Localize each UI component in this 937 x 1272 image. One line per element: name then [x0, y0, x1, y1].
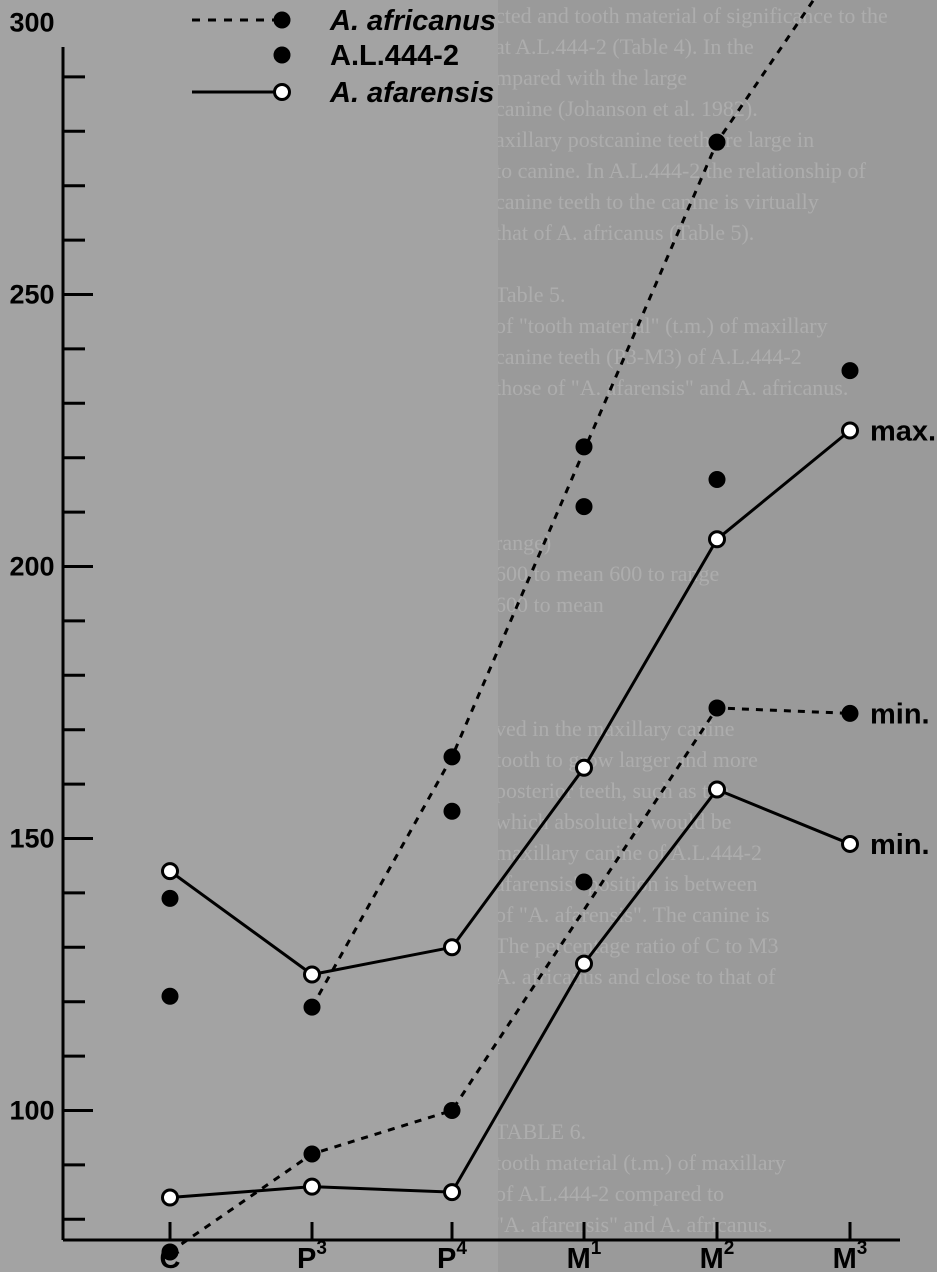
x-tick-label-superscript: 2: [724, 1238, 735, 1259]
background-text-line: tooth material (t.m.) of maxillary: [495, 1150, 786, 1175]
series-line-africanus-min: [169, 706, 851, 1254]
background-text-line: TABLE 6.: [495, 1119, 587, 1144]
x-tick-label-superscript: 3: [857, 1238, 868, 1259]
legend-label: A. afarensis: [329, 77, 494, 109]
data-point-extra: [575, 438, 593, 456]
legend-marker: [273, 11, 291, 29]
annotation-label: min.: [870, 698, 930, 730]
x-tick-label: P3: [297, 1238, 327, 1272]
data-point-al444-2: [708, 470, 726, 488]
legend-label: A. africanus: [329, 5, 496, 37]
legend-marker: [273, 46, 291, 64]
background-text-line: The percentage ratio of C to M3: [495, 933, 779, 958]
data-point-afarensis-min: [841, 834, 859, 853]
data-point-africanus-min: [443, 1102, 461, 1119]
data-point-afarensis-min: [303, 1177, 321, 1196]
background-text-line: those of "A. afarensis" and A. africanus…: [495, 375, 849, 400]
data-point-afarensis-max: [575, 758, 593, 777]
background-text-line: of "tooth material" (t.m.) of maxillary: [495, 313, 828, 338]
data-point-africanus-min: [161, 1243, 179, 1261]
y-tick-label: 250: [9, 280, 54, 310]
background-text-line: mpared with the large: [495, 65, 688, 90]
background-text-line: at A.L.444-2 (Table 4). In the: [495, 34, 754, 59]
background-text: cted and tooth material of significance …: [495, 0, 937, 1272]
data-point-africanus-max: [443, 748, 461, 766]
background-text-line: "A. afarensis" and A. africanus.: [495, 1212, 773, 1237]
data-point-africanus-max: [708, 133, 726, 151]
background-text-line: of A.L.444-2 compared to: [495, 1181, 725, 1206]
x-tick-label-superscript: 1: [591, 1238, 602, 1259]
annotation-label: min.: [870, 829, 930, 861]
data-point-afarensis-max: [303, 965, 321, 984]
series-line-afarensis-max: [169, 429, 851, 977]
x-tick-label: M2: [700, 1238, 735, 1272]
data-point-al444-2: [841, 362, 859, 380]
data-point-al444-2: [443, 802, 461, 820]
data-point-al444-2: [575, 873, 593, 891]
data-point-afarensis-max: [443, 938, 461, 957]
data-point-al444-2: [161, 889, 179, 907]
y-tick-label: 100: [9, 1096, 54, 1126]
y-tick-label: 300: [9, 8, 54, 38]
data-point-afarensis-min: [443, 1183, 461, 1202]
x-tick-label-base: M: [833, 1243, 857, 1272]
background-text-line: 600 to mean: [495, 592, 604, 617]
background-text-line: ved in the maxillary canine: [495, 716, 735, 741]
background-text-line: that of A. africanus (Table 5).: [495, 220, 755, 245]
x-tick-label: P4: [437, 1238, 467, 1272]
y-tick-label: 200: [9, 552, 54, 582]
background-text-line: to canine. In A.L.444-2 the relationship…: [495, 158, 866, 183]
data-point-africanus-min: [708, 699, 726, 717]
background-text-line: tooth to grow larger and more: [495, 747, 758, 772]
x-tick-label-superscript: 4: [456, 1238, 467, 1259]
data-point-afarensis-min: [708, 780, 726, 799]
data-point-extra: [161, 987, 179, 1005]
data-point-afarensis-max: [708, 530, 726, 549]
x-tick-label-base: P: [297, 1243, 316, 1272]
data-point-africanus-max: [303, 998, 321, 1016]
background-text-line: Table 5.: [495, 282, 566, 307]
chart-panel: [0, 0, 498, 1272]
legend-marker: [273, 83, 291, 101]
background-text-line: afarensis" position is between: [495, 871, 758, 896]
y-tick-label: 150: [9, 824, 54, 854]
data-point-afarensis-max: [161, 862, 179, 881]
data-point-afarensis-min: [575, 954, 593, 973]
data-point-africanus-min: [841, 704, 859, 722]
series-line-afarensis-min: [169, 787, 851, 1200]
background-text-line: of "A. afarensis". The canine is: [495, 902, 770, 927]
background-text-line: canine teeth (P3-M3) of A.L.444-2: [495, 344, 802, 369]
background-text-line: axillary postcanine teeth are large in: [495, 127, 815, 152]
x-tick-label-base: M: [567, 1243, 591, 1272]
x-tick-label: M3: [833, 1238, 868, 1272]
background-text-line: canine teeth to the canine is virtually: [495, 189, 819, 214]
data-point-afarensis-max: [841, 421, 859, 440]
background-text-line: posterior teeth, such as the: [495, 778, 729, 803]
background-text-line: 600 to mean 600 to range: [495, 561, 720, 586]
data-point-africanus-min: [303, 1145, 321, 1163]
background-text-line: range): [495, 530, 552, 555]
data-point-afarensis-min: [161, 1188, 179, 1207]
background-text-line: cted and tooth material of significance …: [495, 3, 888, 28]
data-point-extra: [575, 498, 593, 516]
x-tick-label-base: P: [437, 1243, 456, 1272]
annotation-label: max.: [870, 416, 936, 448]
x-tick-label: M1: [567, 1238, 602, 1272]
x-tick-label-base: M: [700, 1243, 724, 1272]
background-text-line: canine (Johanson et al. 1982).: [495, 96, 758, 121]
background-text-line: maxillary canine of A.L.444-2: [495, 840, 762, 865]
x-tick-label-superscript: 3: [316, 1238, 327, 1259]
legend-label: A.L.444-2: [330, 40, 459, 72]
